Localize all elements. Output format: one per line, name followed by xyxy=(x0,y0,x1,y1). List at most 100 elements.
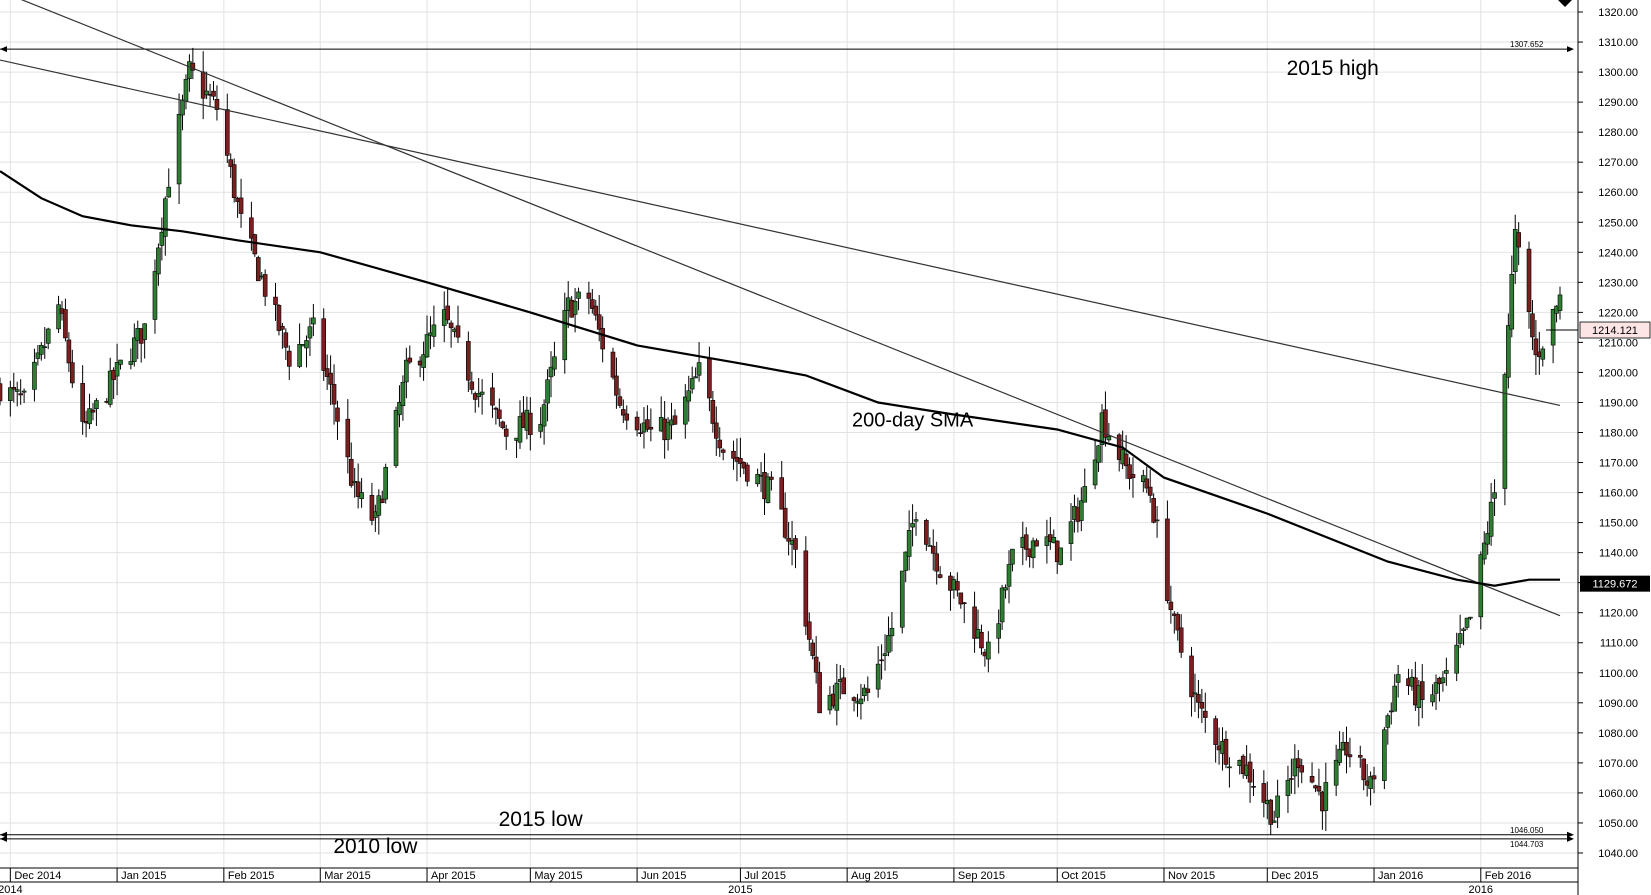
candle-body xyxy=(586,292,592,299)
candle-body xyxy=(806,621,812,640)
candle-body xyxy=(548,366,554,378)
candle-body xyxy=(1371,775,1377,780)
y-tick-label: 1190.00 xyxy=(1599,397,1638,409)
candle-body xyxy=(1478,554,1484,618)
x-tick-label: Mar 2015 xyxy=(324,870,370,882)
candle-body xyxy=(779,477,785,510)
candle-body xyxy=(87,408,92,425)
candle-body xyxy=(1247,761,1253,783)
last-price-box xyxy=(1579,321,1651,339)
candle-body xyxy=(224,109,230,156)
candle-body xyxy=(961,602,967,604)
candle-body xyxy=(369,494,375,521)
candle-body xyxy=(882,653,888,657)
candle-body xyxy=(972,606,977,639)
candle-body xyxy=(421,354,426,368)
x-tick-label: Aug 2015 xyxy=(851,870,898,882)
candle-body xyxy=(1127,464,1132,479)
candle-body xyxy=(379,498,385,504)
candle-body xyxy=(624,413,630,421)
candle-body xyxy=(166,186,172,198)
candle-body xyxy=(686,390,692,402)
candle-body xyxy=(231,164,237,198)
candle-body xyxy=(810,642,816,656)
year-label: 2015 xyxy=(728,884,752,895)
candle-body xyxy=(1261,783,1267,803)
candle-body xyxy=(1227,766,1232,769)
x-tick-label: Jul 2015 xyxy=(744,870,786,882)
candle-body xyxy=(1030,540,1036,559)
candle-body xyxy=(331,384,337,405)
y-tick-label: 1200.00 xyxy=(1598,367,1638,379)
candle-body xyxy=(1199,702,1205,709)
candle-body xyxy=(1485,533,1490,545)
candle-body xyxy=(1492,492,1497,499)
candle-body xyxy=(813,656,819,673)
candle-body xyxy=(142,323,147,340)
level-right-arrow xyxy=(1567,835,1574,842)
candle-body xyxy=(490,387,495,406)
level-right-arrow xyxy=(1567,46,1574,53)
candle-body xyxy=(552,356,557,370)
candle-body xyxy=(903,551,908,571)
candle-body xyxy=(80,383,85,422)
candle-body xyxy=(738,458,743,464)
candle-body xyxy=(1154,519,1160,522)
candle-body xyxy=(1192,692,1198,695)
candle-body xyxy=(1189,655,1194,698)
candle-body xyxy=(999,587,1005,623)
candle-body xyxy=(665,421,671,440)
candle-body xyxy=(755,474,760,485)
candle-body xyxy=(32,361,37,390)
candle-body xyxy=(1461,628,1466,631)
candle-body xyxy=(1557,294,1563,311)
candle-body xyxy=(500,421,506,428)
candle-body xyxy=(576,291,581,299)
candle-body xyxy=(1144,478,1150,489)
candle-body xyxy=(710,400,716,424)
candle-body xyxy=(614,375,619,396)
candle-body xyxy=(1168,601,1174,611)
candle-body xyxy=(204,90,209,96)
candle-body xyxy=(645,419,650,430)
y-tick-label: 1140.00 xyxy=(1599,548,1638,560)
candle-body xyxy=(682,396,688,425)
candle-body xyxy=(156,247,161,275)
candle-body xyxy=(1550,309,1556,346)
candle-body xyxy=(39,344,44,355)
y-tick-label: 1160.00 xyxy=(1599,488,1638,500)
candle-body xyxy=(1444,670,1449,674)
candle-body xyxy=(858,698,864,705)
candle-body xyxy=(1223,738,1229,765)
trendline xyxy=(0,59,1561,407)
candle-body xyxy=(913,519,919,522)
candle-body xyxy=(445,305,450,321)
y-tick-label: 1280.00 xyxy=(1598,127,1638,139)
candle-body xyxy=(879,659,884,662)
candle-body xyxy=(1516,232,1521,248)
candle-body xyxy=(899,570,905,628)
candle-body xyxy=(469,381,475,390)
candle-body xyxy=(782,507,788,538)
candle-body xyxy=(1533,338,1539,356)
candle-body xyxy=(1123,453,1129,467)
candle-body xyxy=(397,402,402,416)
candle-body xyxy=(528,412,533,435)
candle-body xyxy=(1275,795,1280,818)
candle-body xyxy=(1530,313,1535,338)
candle-body xyxy=(276,305,282,331)
x-tick-label: Feb 2015 xyxy=(228,870,274,882)
candle-body xyxy=(1295,758,1301,769)
candle-body xyxy=(572,300,578,315)
candle-body xyxy=(63,309,68,339)
level-left-arrow xyxy=(0,835,7,842)
candle-body xyxy=(1147,486,1153,496)
candle-body xyxy=(1468,616,1473,619)
sma-line xyxy=(0,170,1560,587)
candle-body xyxy=(1289,778,1294,780)
candle-body xyxy=(934,553,939,572)
y-tick-label: 1060.00 xyxy=(1598,788,1638,800)
y-tick-label: 1230.00 xyxy=(1598,277,1638,289)
candle-body xyxy=(376,495,382,516)
